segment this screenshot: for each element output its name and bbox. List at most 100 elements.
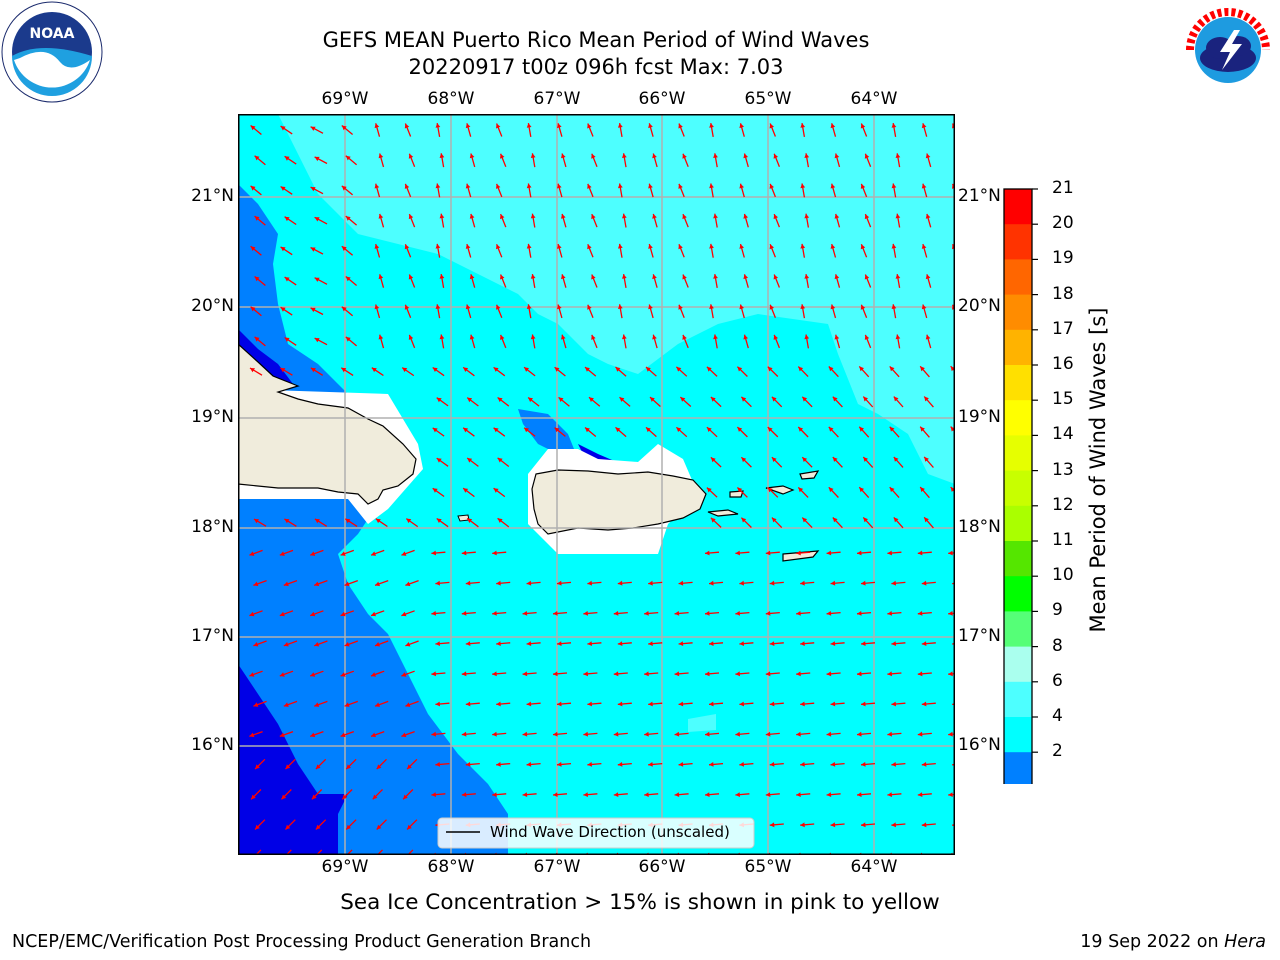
wind-wave-arrow	[280, 125, 293, 135]
wind-wave-arrow	[583, 611, 598, 616]
wind-wave-arrow	[530, 334, 536, 349]
colorbar-segment	[1004, 189, 1032, 225]
colorbar-tick-label: 13	[1052, 459, 1074, 480]
wind-wave-arrow	[310, 186, 324, 195]
wind-wave-arrow	[462, 427, 475, 437]
wind-wave-arrow	[526, 580, 541, 586]
colorbar-segment	[1004, 435, 1032, 472]
wind-wave-arrow	[800, 762, 815, 767]
colorbar-segment	[1004, 681, 1032, 718]
wind-wave-arrow	[435, 183, 441, 198]
wind-wave-arrow	[834, 213, 841, 228]
wind-wave-arrow	[860, 701, 876, 707]
wind-wave-arrow	[345, 215, 358, 226]
wind-wave-arrow	[618, 243, 623, 258]
wind-wave-arrow	[889, 426, 900, 438]
wind-wave-arrow	[561, 153, 567, 168]
wind-wave-arrow	[613, 731, 628, 737]
wind-wave-arrow	[591, 153, 598, 167]
colorbar-segment	[1004, 541, 1032, 577]
colorbar-segment	[1004, 329, 1032, 366]
wind-wave-arrow	[765, 611, 780, 616]
wind-wave-arrow	[736, 366, 748, 377]
wind-wave-arrow	[405, 700, 419, 707]
colorbar-segment	[1004, 717, 1032, 753]
wind-wave-arrow	[736, 487, 748, 498]
wind-wave-arrow	[496, 701, 511, 707]
wind-wave-arrow	[283, 579, 298, 587]
sea-ice-note: Sea Ice Concentration > 15% is shown in …	[340, 890, 940, 915]
wind-wave-arrow	[923, 396, 934, 408]
wind-wave-arrow	[465, 641, 480, 646]
wind-wave-arrow	[682, 213, 689, 228]
wind-wave-arrow	[713, 213, 718, 228]
wind-wave-arrow	[554, 427, 566, 437]
wind-wave-arrow	[249, 670, 263, 677]
wind-wave-arrow	[492, 611, 507, 616]
wind-wave-arrow	[830, 580, 845, 586]
wind-wave-arrow	[617, 701, 632, 707]
wind-wave-arrow	[917, 671, 932, 677]
wind-wave-arrow	[469, 274, 476, 288]
colorbar-tick-label: 12	[1052, 494, 1074, 515]
wind-wave-arrow	[678, 580, 693, 586]
colorbar-segment	[1004, 646, 1032, 683]
land-islet	[457, 514, 470, 522]
wind-wave-arrow	[374, 123, 381, 137]
wind-wave-arrow	[340, 549, 355, 556]
wind-wave-arrow	[341, 306, 354, 317]
wind-wave-arrow	[526, 243, 532, 258]
wind-wave-arrow	[773, 274, 781, 288]
wind-wave-arrow	[739, 123, 745, 137]
wind-wave-arrow	[950, 486, 955, 494]
wind-wave-arrow	[341, 125, 354, 135]
wind-wave-arrow	[523, 366, 536, 377]
wind-wave-arrow	[739, 762, 754, 767]
wind-wave-arrow	[796, 611, 811, 616]
wind-wave-arrow	[285, 819, 296, 830]
wind-wave-arrow	[862, 396, 874, 408]
wind-wave-arrow	[887, 671, 902, 677]
wind-wave-arrow	[526, 762, 541, 767]
wind-wave-arrow	[713, 334, 718, 349]
wind-wave-arrow	[523, 427, 536, 437]
wind-wave-arrow	[622, 213, 627, 228]
wind-wave-arrow	[891, 580, 906, 586]
wind-wave-arrow	[469, 213, 476, 228]
wind-wave-arrow	[405, 579, 419, 587]
lon-label-bottom: 64°W	[850, 857, 898, 877]
wind-wave-arrow	[313, 700, 328, 707]
wind-wave-arrow	[378, 213, 385, 228]
wind-wave-arrow	[767, 426, 779, 438]
wind-wave-arrow	[891, 183, 897, 198]
wind-wave-arrow	[499, 274, 507, 288]
wind-wave-arrow	[860, 183, 868, 198]
wind-wave-arrow	[769, 244, 777, 258]
wind-wave-arrow	[862, 516, 874, 529]
colorbar-tick-label: 14	[1052, 424, 1074, 445]
wind-wave-arrow	[284, 518, 297, 527]
wind-wave-arrow	[801, 456, 813, 468]
colorbar-tick-label: 2	[1052, 741, 1063, 762]
wind-wave-arrow	[552, 792, 568, 797]
wind-wave-arrow	[765, 792, 780, 797]
wind-wave-arrow	[374, 700, 389, 707]
wind-wave-arrow	[404, 304, 412, 318]
wind-wave-arrow	[743, 213, 749, 228]
wind-wave-arrow	[435, 304, 441, 319]
wind-wave-arrow	[466, 457, 479, 467]
wind-wave-arrow	[648, 304, 654, 319]
wind-wave-arrow	[893, 516, 904, 529]
wind-wave-arrow	[771, 456, 783, 468]
lat-label-left: 16°N	[191, 735, 234, 755]
lat-label-right: 20°N	[958, 296, 1001, 316]
wind-wave-arrow	[832, 517, 843, 529]
wind-wave-arrow	[828, 366, 839, 378]
wind-wave-arrow	[891, 822, 906, 828]
wind-wave-arrow	[619, 396, 631, 407]
wind-wave-arrow	[344, 579, 359, 587]
wind-wave-arrow	[826, 671, 841, 677]
wind-wave-arrow	[648, 243, 654, 258]
map-frame	[238, 114, 955, 855]
wind-wave-arrow	[591, 213, 598, 228]
